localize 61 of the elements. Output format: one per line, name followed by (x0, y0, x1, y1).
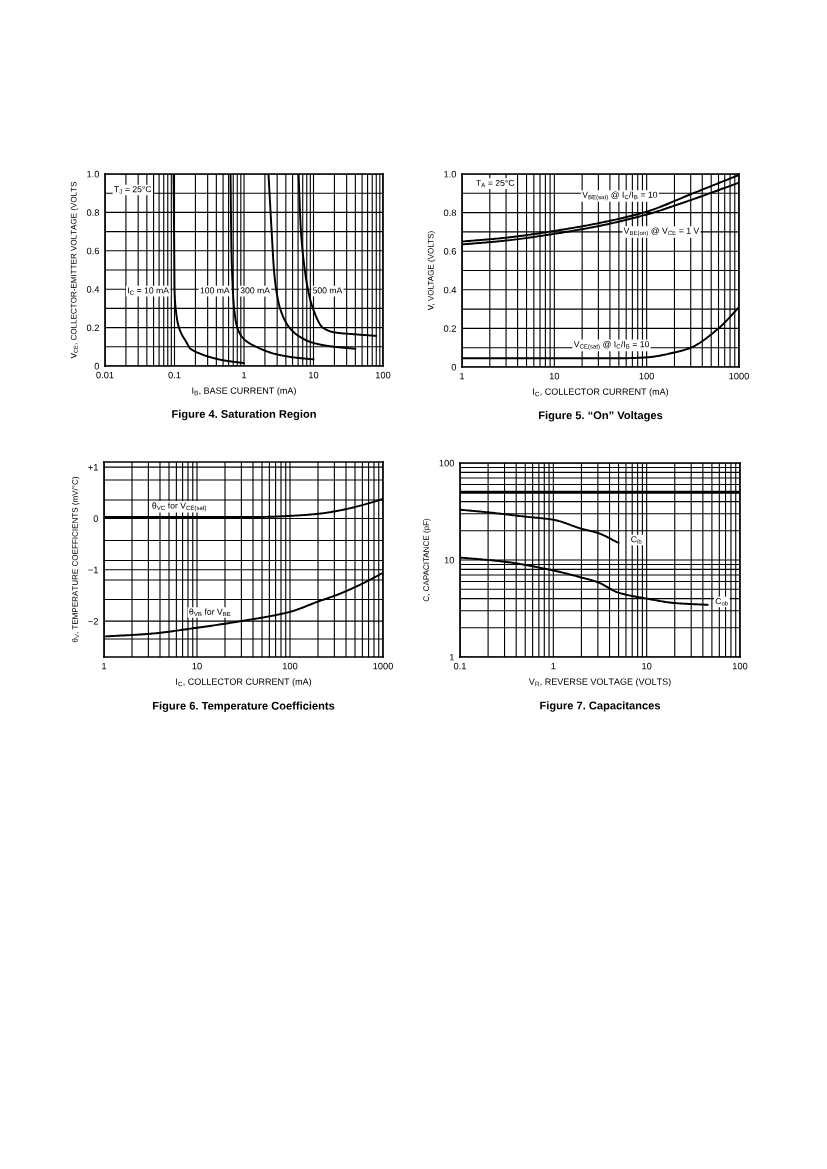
y-tick-label: 1 (449, 653, 454, 661)
y-tick-label: 0 (451, 363, 457, 371)
text: Figure 4. Saturation Region (172, 409, 316, 421)
x-axis-title: I$_{B}$, BASE CURRENT (mA) (192, 387, 296, 396)
series-label: V$_{BE(on)}$ @ V$_{CE}$ = 1 V (623, 227, 700, 237)
x-tick-label: 1 (102, 662, 107, 670)
y-tick-label: −1 (88, 566, 98, 574)
series-label: 300 mA (240, 287, 270, 294)
y-tick-label: +1 (88, 464, 98, 471)
y-tick-label: 0.8 (86, 209, 100, 216)
x-axis-title: I$_{C}$, COLLECTOR CURRENT (mA) (176, 678, 312, 687)
series-label: θ$_{VC}$ for V$_{CE(sat)}$ (152, 502, 207, 512)
y-tick-label: 0.8 (443, 209, 457, 217)
x-tick-label: 100 (639, 372, 655, 380)
y-tick-label: −2 (88, 617, 98, 625)
x-tick-label: 1000 (373, 662, 393, 670)
x-tick-label: 100 (375, 371, 391, 379)
x-tick-label: 10 (192, 662, 202, 670)
y-axis-title: θ$_{V}$, TEMPERATURE COEFFICIENTS (mV/°C) (71, 476, 80, 643)
x-axis-title: V$_{R}$, REVERSE VOLTAGE (VOLTS) (528, 678, 671, 687)
series-label: C$_{ib}$ (631, 536, 642, 544)
text: Figure 5. “On” Voltages (538, 411, 663, 422)
y-tick-label: 0.2 (86, 324, 99, 332)
y-axis-title: C, CAPACITANCE (pF) (423, 518, 431, 602)
x-tick-label: 10 (309, 371, 319, 379)
series-label: I$_{C}$ = 10 mA (128, 287, 169, 295)
y-tick-label: 0.4 (443, 286, 457, 294)
x-tick-label: 0.1 (168, 371, 181, 379)
x-tick-label: 1 (242, 371, 247, 379)
x-tick-label: 10 (549, 372, 560, 380)
annotation: T$_{J}$ = 25°C (114, 186, 152, 194)
series-label: 100 mA (200, 287, 230, 294)
x-tick-label: 1 (460, 372, 465, 380)
x-tick-label: 0.1 (453, 662, 467, 670)
series-label: C$_{ob}$ (715, 598, 728, 606)
y-tick-label: 1.0 (444, 170, 457, 178)
x-tick-label: 0.01 (96, 371, 114, 379)
x-tick-label: 1 (551, 662, 556, 670)
series-label: V$_{BE(sat)}$ @ I$_{C}$/I$_{B}$ = 10 (582, 191, 658, 201)
text: Figure 7. Capacitances (540, 701, 661, 712)
y-axis-title: V$_{CE}$, COLLECTOR-EMITTER VOLTAGE (VOLTS (70, 181, 79, 359)
series-label: 500 mA (312, 287, 343, 294)
y-tick-label: 0 (94, 362, 100, 370)
y-tick-label: 10 (444, 556, 455, 564)
series-label: V$_{CE(sat)}$ @ I$_{C}$/I$_{B}$ = 10 (573, 340, 649, 350)
text: Figure 6. Temperature Coefficients (152, 701, 335, 712)
y-tick-label: 1.0 (87, 170, 100, 178)
y-tick-label: 100 (439, 459, 455, 467)
y-tick-label: 0 (93, 515, 99, 522)
series-label: θ$_{VB}$ for V$_{BE}$ (189, 608, 231, 617)
x-tick-label: 100 (732, 662, 748, 670)
x-axis-title: I$_{C}$, COLLECTOR CURRENT (mA) (533, 388, 669, 397)
x-tick-label: 100 (282, 662, 298, 670)
y-tick-label: 0.2 (443, 325, 456, 332)
annotation: T$_{A}$ = 25°C (476, 179, 515, 188)
y-tick-label: 0.6 (443, 248, 457, 255)
y-tick-label: 0.6 (86, 247, 100, 255)
x-tick-label: 10 (642, 662, 652, 670)
y-axis-title: V, VOLTAGE (VOLTS) (427, 231, 436, 311)
x-tick-label: 1000 (729, 372, 749, 380)
y-tick-label: 0.4 (86, 286, 100, 293)
